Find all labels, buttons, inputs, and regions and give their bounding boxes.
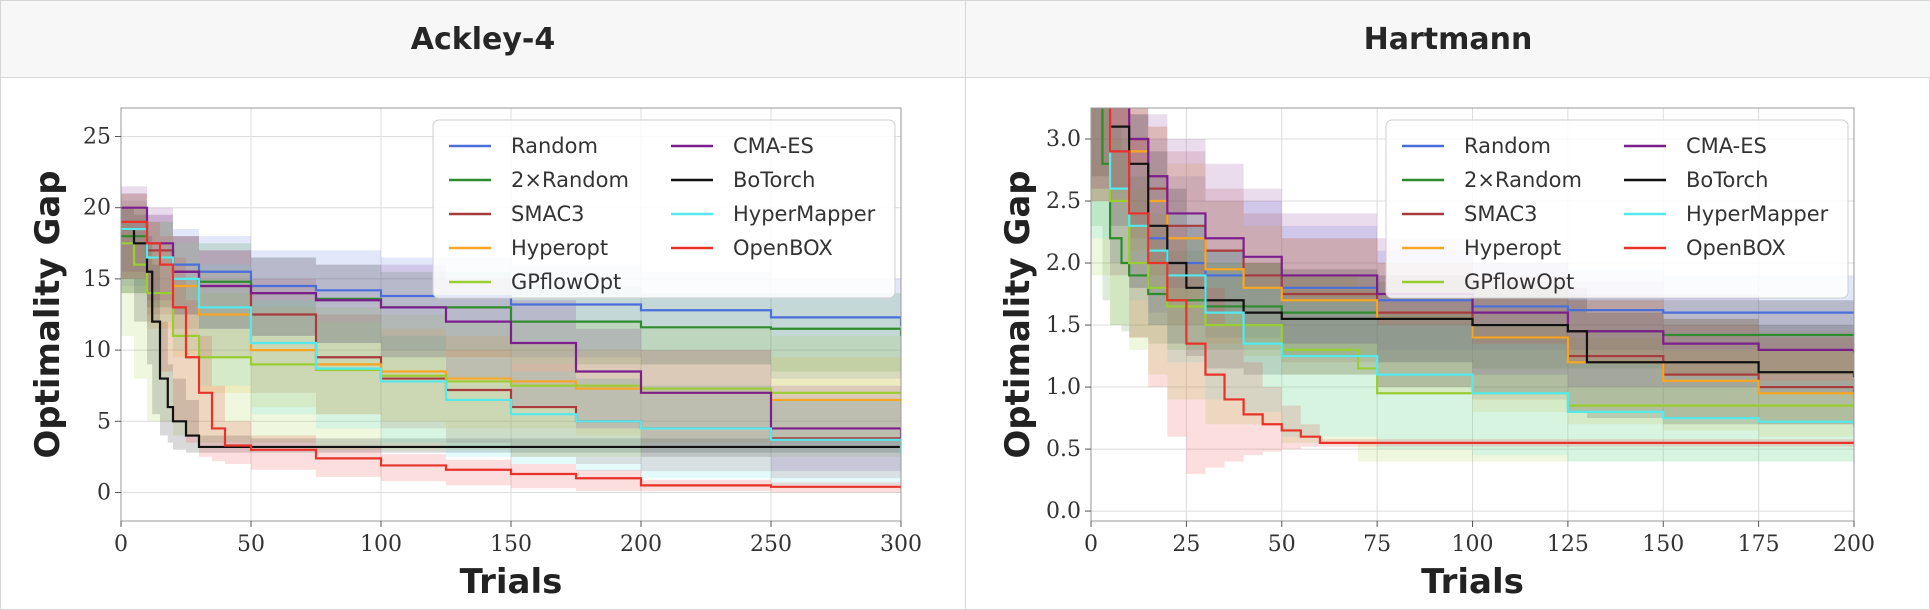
y-tick-label: 1.5 [1046, 313, 1081, 338]
line-chart-hartmann: 0 25 50 75 100 125 150 175 200 0.0 0.5 1.0 1.5 2.0 2.5… [998, 107, 1875, 602]
x-tick-label: 250 [750, 532, 792, 557]
y-tick-label: 25 [83, 124, 111, 149]
series-line [1108, 108, 1854, 427]
legend-entry: SMAC3 [1464, 202, 1537, 226]
legend-entry: Hyperopt [1464, 236, 1561, 260]
x-axis-label: Trials [460, 562, 563, 602]
y-axis-label: Optimality Gap [998, 170, 1038, 458]
y-tick-label: 10 [83, 338, 111, 363]
x-tick-label: 100 [360, 532, 402, 557]
chart-area: 0 50 100 150 200 250 300 0 5 10 15 20 25 Trials Optima… [1, 78, 965, 609]
chart-area: 0 25 50 75 100 125 150 175 200 0.0 0.5 1.0 1.5 2.0 2.5… [966, 78, 1930, 609]
y-tick-label: 20 [83, 196, 111, 221]
panel-hartmann: Hartmann 0 25 50 75 100 125 150 175 200 0.0 0.5 1.0… [965, 1, 1930, 609]
legend-entry: Random [511, 134, 598, 158]
legend-entry: HyperMapper [733, 202, 876, 226]
y-tick-label: 5 [97, 409, 111, 434]
y-tick-label: 15 [83, 267, 111, 292]
x-tick-label: 0 [1084, 532, 1098, 557]
series-band [121, 200, 901, 486]
series-band [121, 193, 901, 479]
x-tick-label: 200 [1833, 532, 1875, 557]
x-tick-label: 75 [1363, 532, 1391, 557]
x-tick-label: 25 [1172, 532, 1200, 557]
x-tick-label: 0 [114, 532, 128, 557]
series-line [1108, 108, 1854, 444]
y-axis-label: Optimality Gap [28, 170, 68, 458]
legend-entry: 2×Random [1464, 168, 1582, 192]
y-tick-label: 0 [97, 481, 111, 506]
x-tick-label: 100 [1452, 532, 1494, 557]
x-tick-label: 200 [620, 532, 662, 557]
y-tick-label: 1.0 [1046, 375, 1081, 400]
y-tick-label: 0.5 [1046, 437, 1081, 462]
legend-entry: GPflowOpt [1464, 270, 1574, 294]
series-band [121, 207, 901, 453]
x-tick-label: 175 [1738, 532, 1780, 557]
x-tick-label: 125 [1547, 532, 1589, 557]
legend-entry: Hyperopt [511, 236, 608, 260]
x-tick-label: 150 [490, 532, 532, 557]
panel-ackley: Ackley-4 0 50 100 150 200 250 300 0 5 10 15 20 25 Tri… [1, 1, 965, 609]
legend-entry: CMA-ES [1686, 134, 1767, 158]
y-tick-label: 0.0 [1046, 499, 1081, 524]
panel-title: Hartmann [966, 1, 1930, 78]
x-axis-label: Trials [1421, 562, 1524, 602]
y-tick-label: 3.0 [1046, 127, 1081, 152]
x-tick-label: 150 [1642, 532, 1684, 557]
legend-box [1385, 119, 1849, 299]
series-band [121, 193, 901, 443]
legend-entry: BoTorch [1686, 168, 1768, 192]
x-tick-label: 300 [880, 532, 922, 557]
legend-box [432, 119, 896, 299]
legend-entry: GPflowOpt [511, 270, 621, 294]
series-line [121, 220, 901, 489]
legend-entry: HyperMapper [1686, 202, 1829, 226]
x-tick-label: 50 [237, 532, 265, 557]
legend-entry: 2×Random [511, 168, 629, 192]
x-tick-label: 50 [1268, 532, 1296, 557]
legend-entry: SMAC3 [511, 202, 584, 226]
legend-entry: Random [1464, 134, 1551, 158]
y-tick-label: 2.5 [1046, 189, 1081, 214]
legend-entry: OpenBOX [733, 236, 833, 260]
line-chart-ackley: 0 50 100 150 200 250 300 0 5 10 15 20 25 Trials Optima… [28, 107, 922, 602]
y-tick-label: 2.0 [1046, 251, 1081, 276]
legend-entry: CMA-ES [733, 134, 814, 158]
legend-entry: OpenBOX [1686, 236, 1786, 260]
panel-title: Ackley-4 [1, 1, 965, 78]
legend-entry: BoTorch [733, 168, 815, 192]
